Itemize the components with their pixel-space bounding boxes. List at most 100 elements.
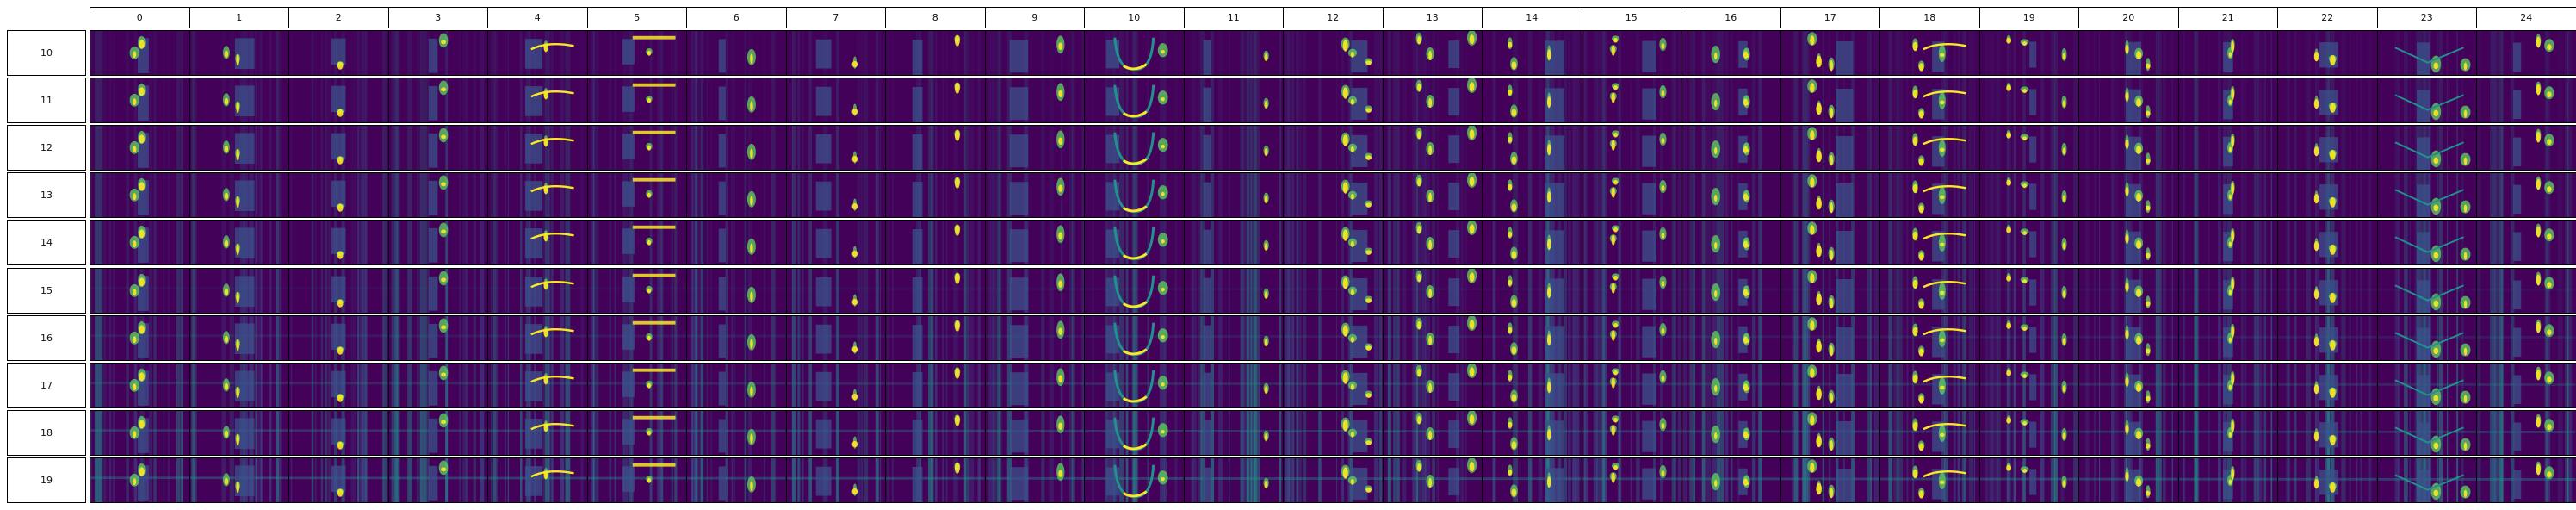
attention-heatmap-cell (1681, 457, 1781, 503)
attention-heatmap-cell (2376, 172, 2477, 219)
attention-heatmap-cell (1780, 314, 1880, 361)
attention-heatmap-cell (387, 125, 488, 171)
attention-heatmap-cell (1482, 125, 1582, 171)
attention-heatmap-cell (189, 30, 289, 77)
row-header: 12 (7, 125, 86, 171)
attention-heatmap-cell (387, 78, 488, 124)
attention-heatmap-cell (885, 457, 986, 503)
attention-heatmap-cell (2078, 267, 2179, 314)
column-header: 17 (1780, 7, 1880, 28)
attention-heatmap-cell (686, 30, 787, 77)
attention-heatmap-cell (686, 125, 787, 171)
attention-heatmap-cell (1978, 125, 2079, 171)
attention-heatmap-cell (189, 457, 289, 503)
attention-heatmap-cell (984, 30, 1085, 77)
attention-heatmap-cell (1183, 362, 1284, 408)
attention-heatmap-cell (2177, 409, 2278, 456)
attention-heatmap-cell (1780, 78, 1880, 124)
attention-heatmap-cell (288, 220, 389, 266)
attention-heatmap-cell (785, 172, 886, 219)
attention-heatmap-cell (984, 457, 1085, 503)
attention-heatmap-cell (90, 314, 190, 361)
attention-heatmap-cell (1482, 78, 1582, 124)
attention-heatmap-cell (189, 220, 289, 266)
attention-heatmap-cell (2476, 457, 2576, 503)
attention-heatmap-cell (2277, 125, 2378, 171)
attention-heatmap-cell (885, 362, 986, 408)
attention-heatmap-cell (1382, 267, 1483, 314)
attention-heatmap-cell (1283, 220, 1384, 266)
attention-heatmap-cell (2277, 457, 2378, 503)
attention-heatmap-cell (288, 30, 389, 77)
attention-heatmap-cell (288, 457, 389, 503)
attention-heatmap-cell (1084, 30, 1185, 77)
attention-heatmap-cell (189, 267, 289, 314)
attention-heatmap-cell (1581, 220, 1681, 266)
attention-heatmap-cell (387, 362, 488, 408)
column-header: 2 (288, 7, 389, 28)
attention-heatmap-cell (2177, 362, 2278, 408)
attention-heatmap-cell (686, 362, 787, 408)
attention-heatmap-cell (885, 78, 986, 124)
column-header: 13 (1382, 7, 1483, 28)
attention-heatmap-cell (2177, 30, 2278, 77)
attention-heatmap-cell (984, 267, 1085, 314)
attention-heatmap-cell (885, 125, 986, 171)
attention-heatmap-cell (288, 314, 389, 361)
attention-heatmap-cell (885, 220, 986, 266)
column-header: 19 (1978, 7, 2079, 28)
attention-heatmap-cell (1382, 30, 1483, 77)
attention-heatmap-cell (1183, 78, 1284, 124)
attention-heatmap-cell (2177, 267, 2278, 314)
attention-heatmap-cell (984, 78, 1085, 124)
attention-heatmap-cell (90, 409, 190, 456)
attention-heatmap-cell (1183, 30, 1284, 77)
column-header: 5 (586, 7, 687, 28)
attention-heatmap-cell (1681, 314, 1781, 361)
column-header: 4 (487, 7, 588, 28)
attention-heatmap-cell (1879, 125, 1980, 171)
attention-heatmap-cell (2277, 362, 2378, 408)
attention-heatmap-cell (2376, 30, 2477, 77)
attention-heatmap-cell (1183, 172, 1284, 219)
attention-heatmap-cell (586, 78, 687, 124)
attention-heatmap-cell (487, 30, 588, 77)
attention-heatmap-cell (2277, 409, 2378, 456)
attention-heatmap-cell (984, 409, 1085, 456)
attention-heatmap-cell (984, 314, 1085, 361)
attention-heatmap-cell (387, 172, 488, 219)
attention-heatmap-cell (1581, 457, 1681, 503)
attention-heatmap-cell (1681, 125, 1781, 171)
attention-heatmap-cell (1581, 78, 1681, 124)
attention-heatmap-cell (1780, 362, 1880, 408)
attention-heatmap-cell (288, 362, 389, 408)
attention-heatmap-cell (785, 78, 886, 124)
attention-heatmap-cell (1084, 314, 1185, 361)
attention-heatmap-cell (1581, 30, 1681, 77)
attention-heatmap-cell (984, 125, 1085, 171)
attention-heatmap-cell (1084, 172, 1185, 219)
attention-heatmap-cell (1879, 78, 1980, 124)
attention-heatmap-cell (1084, 409, 1185, 456)
attention-heatmap-cell (2078, 172, 2179, 219)
attention-heatmap-cell (2078, 314, 2179, 361)
attention-heatmap-cell (189, 172, 289, 219)
attention-heatmap-cell (686, 172, 787, 219)
attention-heatmap-cell (387, 30, 488, 77)
attention-heatmap-cell (1382, 125, 1483, 171)
attention-heatmap-cell (2277, 172, 2378, 219)
attention-heatmap-cell (2078, 409, 2179, 456)
attention-heatmap-cell (1283, 30, 1384, 77)
attention-heatmap-cell (1879, 30, 1980, 77)
attention-heatmap-cell (387, 314, 488, 361)
attention-heatmap-cell (586, 314, 687, 361)
attention-heatmap-cell (586, 172, 687, 219)
attention-heatmap-cell (487, 314, 588, 361)
column-header: 23 (2376, 7, 2477, 28)
attention-heatmap-cell (1879, 362, 1980, 408)
attention-heatmap-cell (487, 220, 588, 266)
attention-heatmap-cell (885, 409, 986, 456)
column-header: 22 (2277, 7, 2378, 28)
attention-heatmap-cell (1879, 172, 1980, 219)
attention-heatmap-cell (2277, 30, 2378, 77)
